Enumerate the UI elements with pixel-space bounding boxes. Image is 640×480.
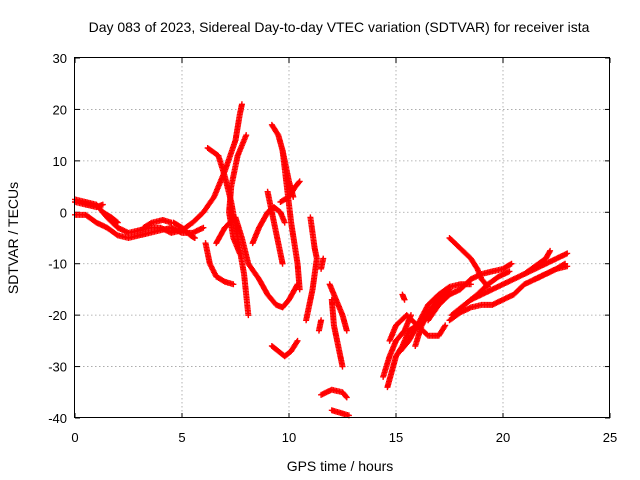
grid <box>75 58 610 418</box>
series-arc-31 <box>446 235 492 290</box>
data-point <box>507 261 514 268</box>
data-point <box>445 287 452 294</box>
data-marks <box>72 101 571 419</box>
data-point <box>236 250 243 257</box>
data-point <box>343 394 350 401</box>
y-tick-label: 20 <box>53 102 67 117</box>
data-point <box>281 219 288 226</box>
data-point <box>343 327 350 334</box>
data-point <box>295 179 302 186</box>
series-arc-13 <box>279 147 303 293</box>
data-point <box>562 260 569 267</box>
series-arc-15 <box>277 178 303 205</box>
series-arc-24 <box>380 312 414 380</box>
plot-frame <box>74 57 610 418</box>
x-tick-label: 15 <box>389 430 403 445</box>
series-arc-14 <box>264 188 286 267</box>
x-tick-label: 0 <box>71 430 78 445</box>
data-point <box>238 101 245 108</box>
data-point <box>546 249 553 256</box>
data-point <box>339 363 346 370</box>
data-point <box>441 323 448 330</box>
data-point <box>564 250 571 257</box>
data-point <box>293 339 300 346</box>
data-point <box>296 178 303 185</box>
data-point <box>113 231 120 238</box>
series-arc-08 <box>213 214 301 311</box>
data-point <box>508 260 515 267</box>
series-arc-17 <box>303 214 320 324</box>
series-arc-34 <box>448 268 513 319</box>
chart-title: Day 083 of 2023, Sidereal Day-to-day VTE… <box>89 19 590 35</box>
data-point <box>318 317 325 324</box>
data-point <box>467 281 474 288</box>
series-arc-01 <box>72 101 245 236</box>
x-axis-ticks: 0 5 10 15 20 25 <box>71 58 617 445</box>
series-arc-20 <box>328 296 346 370</box>
y-tick-label: -10 <box>48 257 67 272</box>
series-arc-06 <box>170 219 198 241</box>
data-point <box>99 201 106 208</box>
x-axis-label: GPS time / hours <box>287 458 394 474</box>
series-arc-03 <box>72 199 106 211</box>
y-axis-label: SDTVAR / TECUs <box>5 182 21 294</box>
x-tick-label: 10 <box>282 430 296 445</box>
data-point <box>506 268 513 275</box>
y-tick-label: 10 <box>53 154 67 169</box>
y-tick-label: -30 <box>48 360 67 375</box>
x-tick-label: 5 <box>178 430 185 445</box>
y-tick-label: -20 <box>48 308 67 323</box>
data-point <box>191 235 198 241</box>
y-tick-label: 0 <box>60 205 67 220</box>
data-point <box>442 322 449 329</box>
y-tick-label: 30 <box>53 51 67 66</box>
data-point <box>294 337 301 344</box>
x-tick-label: 25 <box>603 430 617 445</box>
data-point <box>114 219 121 226</box>
data-point <box>342 393 349 400</box>
y-tick-label: -40 <box>48 411 67 426</box>
data-point <box>446 286 453 293</box>
series-arc-22 <box>318 386 350 401</box>
data-point <box>547 247 554 254</box>
series-arc-09 <box>204 145 252 319</box>
data-point <box>200 224 207 231</box>
data-point <box>303 317 310 324</box>
series-arc-35 <box>521 247 554 277</box>
series-arc-07 <box>202 240 237 288</box>
data-point <box>560 261 567 268</box>
series-arc-18 <box>318 255 327 272</box>
data-point <box>296 286 303 293</box>
series-arc-36 <box>532 260 569 283</box>
series-arc-10 <box>226 132 250 257</box>
series-arc-16 <box>268 337 301 360</box>
data-point <box>318 265 325 272</box>
series-arc-04 <box>99 209 121 226</box>
data-point <box>147 220 154 227</box>
data-point <box>113 218 120 225</box>
series-arc-29 <box>399 291 408 303</box>
series-arc-19 <box>326 281 350 334</box>
data-point <box>401 296 408 303</box>
series-arc-23 <box>328 407 352 419</box>
series-arc-21 <box>315 317 325 334</box>
series-arc-05 <box>140 217 175 231</box>
data-point <box>279 260 286 267</box>
data-point <box>230 281 237 288</box>
x-tick-label: 20 <box>496 430 510 445</box>
data-point <box>245 312 252 319</box>
